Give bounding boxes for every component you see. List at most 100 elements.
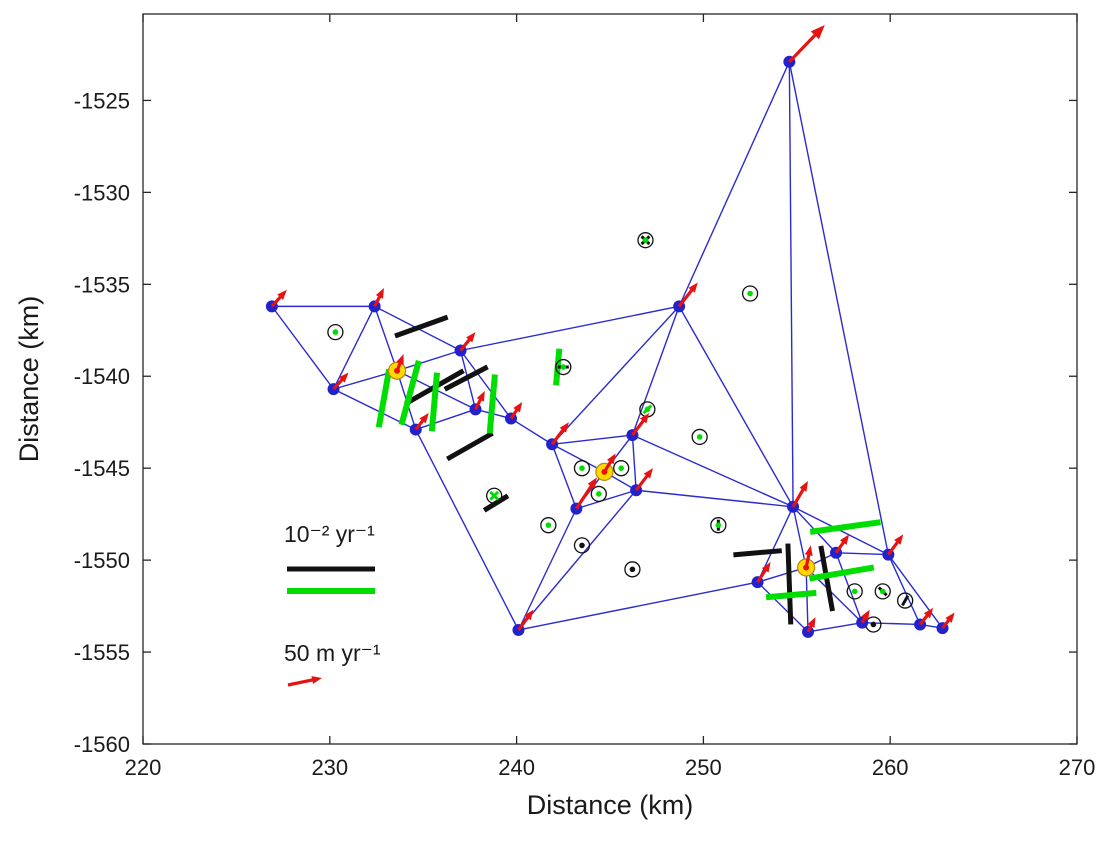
y-tick-label: -1535 [74,272,130,297]
marker-dot [715,522,722,528]
marker-circle [846,583,863,600]
velocity-arrow-head [396,354,404,365]
strain-marker [555,358,572,376]
marker-dot [747,290,753,297]
velocity-arrow-shaft [634,473,650,492]
black-strain-bar [785,543,794,625]
velocity-arrow-head [810,25,825,40]
x-tick-label: 220 [125,755,162,780]
marker-circle [691,428,708,446]
marker-circle [741,285,759,302]
velocity-arrow-shaft [603,459,613,473]
strain-marker [637,232,654,249]
marker-bar [489,490,500,501]
triangulation-edge [678,61,790,307]
velocity-arrow-head [419,413,429,424]
velocity-arrow-head [688,282,698,293]
velocity-arrow-head [375,287,384,299]
velocity-arrow-head [643,468,653,479]
triangulation-edge [576,489,637,510]
triangulation-edge [756,506,794,583]
triangulation-edge [551,444,578,509]
triangulation-edge [788,61,890,555]
triangulation-edge [551,443,605,473]
green-strain-bar [428,372,441,432]
marker-circle [896,592,914,609]
y-tick-label: -1560 [74,732,130,757]
velocity-arrow-head [559,422,569,433]
triangulation-edge [631,435,637,491]
marker-dot [879,588,886,595]
marker-dot [579,465,585,471]
marker-dot [696,434,703,440]
velocity-arrow-head [277,289,287,300]
velocity-arrow-head [606,453,616,465]
triangulation-edge [678,306,794,508]
triangulation-edge [510,417,553,445]
marker-dot [595,491,602,497]
marker-circle [613,460,630,477]
triangulation-edge [887,554,921,625]
velocity-arrow-head [945,612,955,623]
velocity-arrow-shaft [332,377,345,391]
black-strain-bar [443,364,489,392]
legend-samples [287,566,375,687]
marker-dot [545,522,552,528]
strain-marker [846,583,863,600]
green-strain-bar [398,360,422,426]
marker-dot [642,237,649,243]
triangulation-edge [636,489,794,508]
triangulation-edge [792,506,889,556]
triangulation-edge [396,349,461,372]
strain-marker [874,583,891,600]
velocity-arrow-head [466,332,476,343]
velocity-arrow-shaft [804,552,811,568]
velocity-arrow-shaft [575,483,594,510]
strain-markers [327,232,914,633]
plot-box [142,13,1078,745]
green-strain-bar [808,564,875,582]
marker-circle [555,358,572,376]
marker-dot [618,465,625,471]
triangulation-edge [460,305,680,352]
triangulation-edge [805,567,809,632]
velocity-arrows [270,25,955,633]
velocity-arrow-shaft [918,613,930,626]
marker-dot [332,329,339,335]
triangulation-edge [788,61,794,507]
marker-circle [590,485,607,503]
legend-velocity-scale-label: 50 m yr⁻¹ [284,640,381,666]
strain-marker [741,285,759,302]
velocity-arrow-shaft [677,287,695,308]
velocity-arrow-head [894,534,904,545]
x-tick-label: 250 [685,755,722,780]
x-tick-label: 230 [311,755,348,780]
legend-strain-scale-label: 10⁻² yr⁻¹ [284,521,375,547]
x-tick-label: 270 [1059,755,1096,780]
marker-circle [573,460,591,477]
triangulation-edge [459,350,512,419]
velocity-arrow-head [524,609,534,621]
y-tick-label: -1525 [74,88,130,113]
triangulation-edge [332,306,376,390]
triangulation-edge [517,508,578,631]
triangulation-edge [517,489,637,631]
strain-marker [613,460,630,477]
triangulation-edge [632,434,794,508]
triangulation-edge [271,305,335,390]
velocity-arrow-head [311,676,322,684]
green-strain-bar [486,374,498,434]
strain-marker [573,537,591,554]
marker-dot [629,566,636,573]
triangulation-edge [518,581,758,631]
black-strain-bar [394,314,449,339]
marker-dot [560,364,567,370]
strain-marker [624,561,641,578]
velocity-arrow-head [807,617,816,628]
velocity-arrow-head [587,477,597,489]
axes: 220 230 240 250 260 270 -1560 -1555 -1550 -1545 -1… [74,13,1096,780]
x-tick-label: 240 [498,755,535,780]
triangulation-edge [792,506,807,568]
marker-circle [637,232,654,249]
